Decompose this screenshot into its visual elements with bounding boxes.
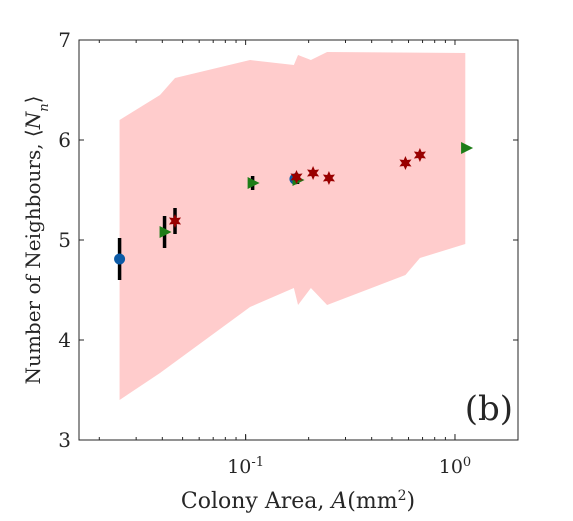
data-points-layer xyxy=(114,142,474,280)
x-axis-label: Colony Area, A(mm2) xyxy=(181,488,415,514)
y-axis-label: Number of Neighbours, ⟨Nn⟩ xyxy=(21,96,52,385)
x-tick-label: 10-1 xyxy=(227,455,264,479)
y-tick-label: 3 xyxy=(58,428,71,452)
y-tick-label: 5 xyxy=(58,228,71,252)
y-tick-label: 6 xyxy=(58,128,71,152)
x-tick-label: 100 xyxy=(439,455,471,479)
triangle-marker xyxy=(159,226,172,238)
confidence-band-layer xyxy=(119,52,466,400)
star-marker xyxy=(413,148,426,162)
axis-ticks-layer: 3 4 5 6 7 10-1 100 xyxy=(58,28,519,479)
star-marker xyxy=(168,214,182,228)
triangle-marker xyxy=(461,142,474,154)
triangle-marker xyxy=(247,177,260,189)
range-band xyxy=(119,52,466,400)
y-tick-label: 7 xyxy=(58,28,71,52)
star-marker xyxy=(399,156,412,170)
circle-marker xyxy=(114,253,126,265)
star-marker xyxy=(322,171,335,185)
panel-label: (b) xyxy=(465,389,513,429)
y-tick-label: 4 xyxy=(58,328,71,352)
star-marker xyxy=(307,166,320,180)
star-marker xyxy=(290,170,303,184)
